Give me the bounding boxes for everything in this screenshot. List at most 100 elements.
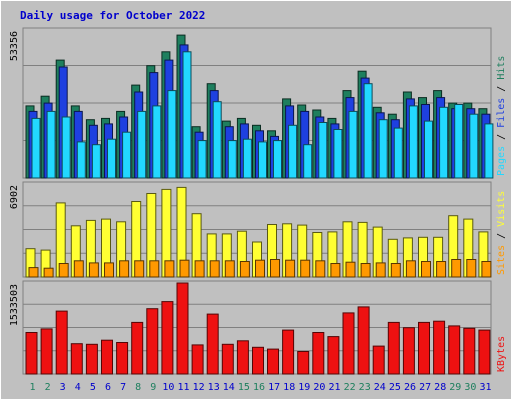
day-label-3: 3 <box>60 382 66 393</box>
day-label-13: 13 <box>208 382 220 393</box>
day-label-31: 31 <box>479 382 491 393</box>
bar-kbytes-day-4 <box>70 343 83 375</box>
bar-kbytes-day-2 <box>40 328 53 375</box>
bar-sites-day-5 <box>88 262 99 278</box>
day-label-28: 28 <box>434 382 446 393</box>
bar-kbytes-day-18 <box>282 329 295 375</box>
day-label-24: 24 <box>374 382 386 393</box>
bar-pages-day-26 <box>408 105 418 179</box>
day-label-4: 4 <box>75 382 81 393</box>
chart-title: Daily usage for October 2022 <box>20 9 205 22</box>
bar-pages-day-21 <box>333 129 343 179</box>
bar-sites-day-6 <box>104 262 114 278</box>
bar-kbytes-day-11 <box>176 282 189 375</box>
bar-kbytes-day-23 <box>357 306 370 375</box>
legend-entry: Hits <box>496 56 507 80</box>
bar-kbytes-day-20 <box>312 332 325 375</box>
bar-pages-day-6 <box>107 138 116 179</box>
legend-entry: Files <box>496 98 507 128</box>
chart-panels: 53356 Pages / Files / Hits 6902 Sites / Vis… <box>9 27 507 375</box>
bar-kbytes-day-9 <box>146 308 159 375</box>
bar-kbytes-day-8 <box>131 321 144 375</box>
day-label-15: 15 <box>238 382 250 393</box>
bar-kbytes-day-3 <box>55 310 68 375</box>
bar-pages-day-19 <box>303 144 313 179</box>
bar-pages-day-31 <box>484 123 494 179</box>
bar-pages-day-1 <box>31 117 41 179</box>
day-label-30: 30 <box>464 382 476 393</box>
bar-sites-day-11 <box>179 259 190 278</box>
bar-kbytes-day-6 <box>101 339 113 375</box>
bar-kbytes-day-19 <box>297 351 310 375</box>
bar-pages-day-4 <box>76 141 86 179</box>
bar-pages-day-5 <box>91 144 101 179</box>
bar-pages-day-2 <box>46 110 56 179</box>
bar-sites-day-1 <box>28 267 39 278</box>
panel-requests-legend: Pages / Files / Hits <box>496 56 507 176</box>
bar-pages-day-23 <box>363 83 373 179</box>
bar-kbytes-day-28 <box>433 320 446 375</box>
day-label-1: 1 <box>29 382 35 393</box>
day-label-16: 16 <box>253 382 265 393</box>
bar-kbytes-day-15 <box>236 340 249 375</box>
bar-kbytes-day-7 <box>116 342 129 375</box>
bar-pages-day-24 <box>378 119 388 179</box>
day-label-22: 22 <box>344 382 356 393</box>
bar-sites-day-22 <box>345 261 356 278</box>
panel-requests: 53356 Pages / Files / Hits <box>9 27 507 179</box>
bar-kbytes-day-5 <box>85 343 98 375</box>
bar-pages-day-10 <box>167 90 177 179</box>
bar-kbytes-day-25 <box>387 321 400 375</box>
day-label-14: 14 <box>223 382 235 393</box>
bar-kbytes-day-10 <box>161 301 174 375</box>
bar-sites-day-27 <box>421 261 431 278</box>
bar-pages-day-18 <box>288 124 298 179</box>
bar-kbytes-day-27 <box>418 321 430 375</box>
bar-sites-day-26 <box>405 260 416 278</box>
day-label-23: 23 <box>359 382 371 393</box>
bar-pages-day-13 <box>212 101 222 179</box>
day-label-25: 25 <box>389 382 401 393</box>
bar-pages-day-25 <box>393 127 403 179</box>
day-label-2: 2 <box>45 382 51 393</box>
legend-entry: / <box>496 128 507 146</box>
bar-sites-day-31 <box>481 261 492 278</box>
bar-pages-day-8 <box>137 110 147 179</box>
bar-pages-day-28 <box>439 106 449 179</box>
day-label-26: 26 <box>404 382 416 393</box>
bar-sites-day-9 <box>149 260 160 278</box>
bar-sites-day-29 <box>451 259 462 278</box>
bar-pages-day-16 <box>258 141 267 179</box>
bar-pages-day-20 <box>318 122 328 179</box>
bar-kbytes-day-21 <box>327 336 340 375</box>
panel-visits-max-label: 6902 <box>9 185 20 209</box>
day-label-8: 8 <box>135 382 141 393</box>
panel-visits: 6902 Sites / Visits <box>9 181 507 278</box>
panel-kbytes: 1533503 KBytes <box>9 280 507 375</box>
bar-pages-day-9 <box>152 105 162 179</box>
bar-pages-day-11 <box>182 51 192 179</box>
bar-sites-day-2 <box>43 267 54 278</box>
day-label-11: 11 <box>177 382 189 393</box>
bar-kbytes-day-26 <box>402 327 415 375</box>
panel-requests-max-label: 53356 <box>9 31 20 61</box>
bar-sites-day-15 <box>239 261 250 278</box>
bar-kbytes-day-16 <box>252 346 264 375</box>
bar-sites-day-25 <box>390 263 401 278</box>
bar-pages-day-15 <box>242 138 252 179</box>
day-label-18: 18 <box>283 382 295 393</box>
bar-pages-day-12 <box>197 140 207 179</box>
day-label-20: 20 <box>313 382 325 393</box>
bar-sites-day-8 <box>134 260 145 278</box>
bar-pages-day-27 <box>424 120 433 179</box>
bar-sites-day-28 <box>436 261 447 278</box>
day-label-17: 17 <box>268 382 280 393</box>
bar-pages-day-14 <box>227 140 237 179</box>
day-label-10: 10 <box>162 382 174 393</box>
legend-entry: Sites <box>496 245 507 275</box>
bar-pages-day-17 <box>273 140 282 179</box>
bar-pages-day-22 <box>348 110 358 179</box>
bar-kbytes-day-12 <box>191 344 204 375</box>
bar-sites-day-18 <box>285 259 296 278</box>
